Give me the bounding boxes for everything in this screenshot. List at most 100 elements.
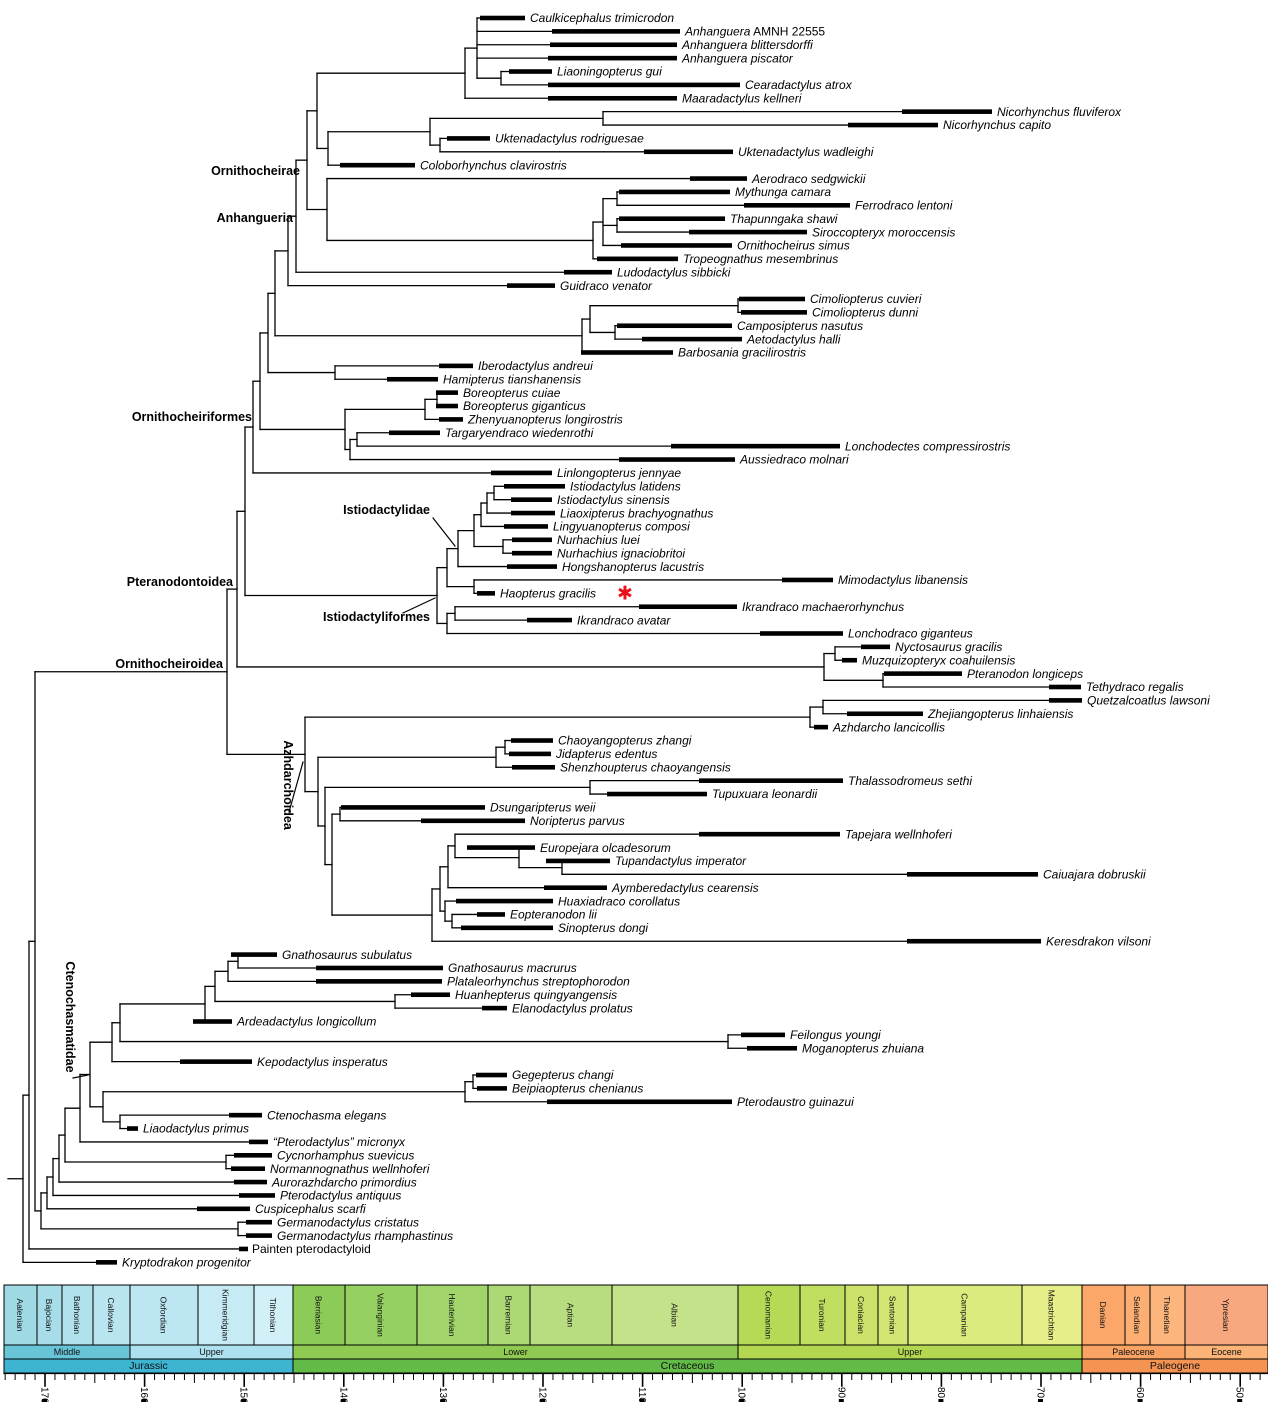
stage-label: Maastrichtian — [1047, 1290, 1057, 1341]
axis-tick-label: 140 — [337, 1387, 348, 1402]
range-bar — [249, 1139, 268, 1145]
stage-cell — [292, 1284, 346, 1346]
stage-label: Coniacian — [856, 1296, 866, 1334]
epoch-label: Upper — [199, 1347, 224, 1357]
epoch-label: Eocene — [1211, 1347, 1242, 1357]
range-bar — [340, 162, 415, 168]
range-bar — [477, 591, 495, 596]
taxon-label: Thapunngaka shawi — [730, 212, 838, 226]
axis-cut-mark — [1137, 1399, 1143, 1402]
range-bar — [436, 390, 458, 395]
range-bar — [639, 604, 737, 610]
axis-tick-label: 130 — [437, 1387, 448, 1402]
taxon-label: Ferrodraco lentoni — [855, 199, 953, 213]
taxon-label: Europejara olcadesorum — [540, 841, 671, 855]
clade-label: Anhangueria — [217, 211, 294, 225]
highlight-asterisk: ✱ — [617, 582, 633, 604]
range-bar — [619, 189, 730, 195]
stage-label: Hauterivian — [447, 1294, 457, 1337]
taxon-label: Nurhachius ignaciobritoi — [557, 546, 685, 560]
range-bar — [509, 751, 551, 757]
range-bar — [512, 537, 552, 543]
taxon-label: Kryptodrakon progenitor — [122, 1256, 252, 1270]
taxon-label: Nurhachius luei — [557, 533, 640, 547]
stage-label: Danian — [1098, 1302, 1108, 1329]
taxon-label: Nicorhynchus fluviferox — [997, 105, 1122, 119]
taxon-label: Sinopterus dongi — [558, 921, 648, 935]
taxon-label: Huaxiadraco corollatus — [558, 894, 680, 908]
range-bar — [760, 631, 843, 636]
taxon-label: Gnathosaurus subulatus — [282, 948, 412, 962]
range-bar — [619, 457, 735, 462]
period-label: Jurassic — [129, 1360, 168, 1372]
stage-label: Bajocian — [44, 1299, 54, 1332]
clade-label: Istiodactyliformes — [323, 610, 430, 624]
range-bar — [564, 269, 612, 275]
stage-label: Thanetian — [1162, 1296, 1172, 1334]
taxon-label: Linlongopterus jennyae — [557, 466, 681, 480]
stage-cell — [529, 1284, 613, 1346]
axis-cut-mark — [540, 1399, 545, 1402]
taxon-label: Germanodactylus cristatus — [277, 1215, 419, 1229]
range-bar — [621, 243, 732, 248]
taxon-label: Dsungaripterus weii — [490, 801, 596, 815]
taxon-label: “Pterodactylus” micronyx — [273, 1135, 406, 1149]
taxon-label: Huanhepterus quingyangensis — [455, 988, 617, 1002]
stage-cell — [36, 1284, 63, 1346]
range-bar — [547, 1099, 732, 1105]
range-bar — [127, 1126, 138, 1131]
taxon-label: Gegepterus changi — [512, 1068, 614, 1082]
range-bar — [581, 350, 673, 355]
stage-label: Callovian — [106, 1298, 116, 1333]
taxon-label: Hongshanopterus lacustris — [562, 560, 704, 574]
taxon-label: Coloborhynchus clavirostris — [420, 158, 567, 172]
taxon-label: Lonchodectes compressirostris — [845, 439, 1010, 453]
range-bar — [739, 296, 805, 302]
range-bar — [477, 1086, 507, 1091]
taxon-label: Lonchodraco giganteus — [848, 627, 973, 641]
range-bar — [617, 323, 732, 329]
taxon-label: Cycnorhamphus suevicus — [277, 1149, 414, 1163]
epoch-label: Middle — [54, 1347, 81, 1357]
taxon-label: Eopteranodon lii — [510, 908, 597, 922]
axis-tick-label: 50 — [1234, 1387, 1245, 1399]
range-bar — [548, 95, 677, 101]
range-bar — [550, 42, 677, 48]
range-bar — [607, 791, 707, 797]
axis-tick-label: 70 — [1035, 1387, 1046, 1399]
range-bar — [552, 29, 680, 34]
range-bar — [842, 657, 857, 663]
axis-cut-mark — [141, 1399, 147, 1402]
taxon-label: Tupandactylus imperator — [615, 854, 747, 868]
taxon-label: Thalassodromeus sethi — [848, 774, 972, 788]
taxon-label: Shenzhoupterus chaoyangensis — [560, 760, 731, 774]
range-bar — [782, 577, 833, 583]
taxon-label: Muzquizopteryx coahuilensis — [862, 653, 1015, 667]
stage-cell — [844, 1284, 879, 1346]
range-bar — [848, 122, 938, 128]
range-bar — [847, 711, 923, 717]
taxon-label: Pteranodon longiceps — [967, 667, 1083, 681]
taxon-label: Guidraco venator — [560, 279, 653, 293]
range-bar — [814, 724, 828, 730]
taxon-label: Ikrandraco machaerorhynchus — [742, 600, 904, 614]
stage-label: Santonian — [888, 1296, 898, 1335]
taxon-label: Zhenyuanopterus longirostris — [467, 413, 623, 427]
stage-label: Valanginian — [376, 1293, 386, 1337]
range-bar — [509, 69, 552, 74]
taxon-label: Cimoliopterus cuvieri — [810, 292, 922, 306]
stage-label: Turonian — [817, 1298, 827, 1332]
clade-pointer-line — [72, 1074, 89, 1079]
taxon-label: Germanodactylus rhamphastinus — [277, 1229, 453, 1243]
taxon-label: Pterodactylus antiquus — [280, 1189, 401, 1203]
range-bar — [511, 510, 555, 516]
taxon-label: Cuspicephalus scarfi — [255, 1202, 366, 1216]
stage-label: Aalenian — [15, 1298, 25, 1331]
range-bar — [439, 417, 463, 422]
range-bar — [744, 203, 850, 208]
axis-tick-label: 170 — [39, 1387, 50, 1402]
range-bar — [316, 965, 443, 971]
stage-cell — [799, 1284, 846, 1346]
range-bar — [234, 1153, 272, 1158]
clade-label: Ornithocheiriformes — [132, 410, 252, 424]
